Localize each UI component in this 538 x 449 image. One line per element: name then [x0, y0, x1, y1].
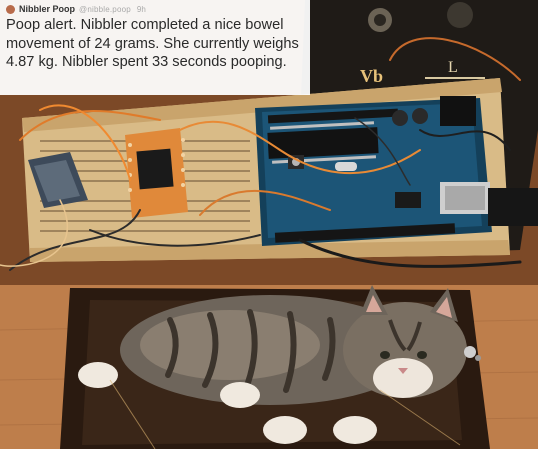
collar-tag	[464, 346, 476, 358]
tweet-header: Nibbler Poop @nibble.poop 9h	[6, 3, 304, 15]
tweet-author-handle: @nibble.poop	[79, 4, 131, 14]
cat-avatar-icon	[6, 4, 15, 14]
board-marking-vb: Vb	[360, 66, 383, 86]
cat-photo	[0, 285, 538, 449]
board-marking-l: L	[448, 59, 458, 76]
cat	[78, 285, 467, 444]
usb-cable	[488, 188, 538, 226]
tweet-overlay: Nibbler Poop @nibble.poop 9h Poop alert.…	[0, 0, 310, 95]
dc-jack	[440, 96, 476, 126]
tweet-text: Poop alert. Nibbler completed a nice bow…	[6, 17, 299, 71]
tweet-author-name: Nibbler Poop	[19, 4, 75, 14]
jumper-wires	[0, 37, 522, 271]
tweet-timestamp: 9h	[136, 4, 146, 14]
load-cell-amplifier-module	[125, 128, 188, 218]
